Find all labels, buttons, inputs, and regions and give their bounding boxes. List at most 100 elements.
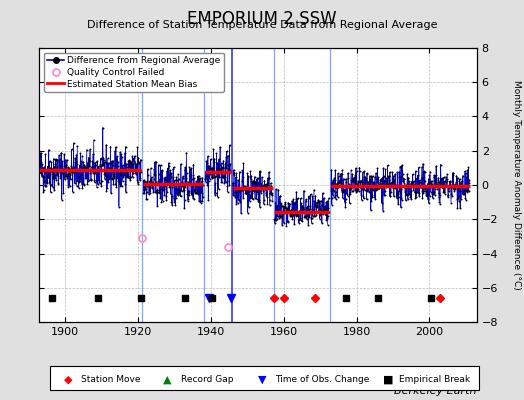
Point (299, 206, 308, 212)
Point (185, 192, 193, 198)
Point (287, 212, 295, 219)
Point (252, 179, 260, 185)
Point (141, 186, 150, 192)
Point (329, 180, 337, 187)
Point (348, 171, 356, 177)
Point (421, 184, 430, 191)
Point (283, 206, 291, 213)
Point (273, 202, 281, 209)
Point (160, 174, 168, 181)
Point (305, 214, 313, 220)
Point (204, 153, 212, 159)
Point (133, 166, 141, 172)
Point (92, 162, 100, 168)
Point (115, 203, 123, 210)
Point (239, 195, 247, 201)
Point (91, 179, 99, 186)
Point (95, 180, 104, 186)
Point (433, 185, 441, 192)
Point (332, 196, 340, 202)
Point (263, 194, 271, 200)
Point (106, 160, 115, 166)
Point (333, 180, 341, 187)
Point (74, 174, 82, 180)
Point (339, 188, 347, 195)
Point (381, 184, 390, 191)
Point (232, 200, 241, 207)
Point (102, 142, 111, 148)
Point (379, 208, 387, 214)
Point (122, 161, 130, 167)
Point (173, 182, 182, 188)
Point (76, 178, 84, 184)
Point (180, 184, 188, 190)
Point (140, 187, 148, 193)
Point (442, 178, 450, 185)
Point (416, 179, 424, 186)
Point (92, 168, 100, 174)
Point (314, 210, 323, 216)
Point (238, 178, 246, 184)
Point (126, 160, 134, 167)
Point (357, 185, 366, 191)
Point (278, 210, 287, 217)
Point (109, 181, 117, 187)
Point (241, 190, 249, 196)
Point (232, 170, 241, 176)
Point (323, 214, 331, 221)
Point (230, 180, 238, 186)
Point (299, 207, 307, 213)
Point (384, 183, 392, 190)
Point (37, 150, 45, 156)
Point (428, 178, 436, 184)
Point (201, 176, 210, 183)
Point (216, 166, 225, 172)
Point (222, 154, 231, 160)
Point (263, 200, 271, 207)
Point (81, 175, 90, 181)
Point (383, 181, 391, 188)
Point (47, 165, 56, 172)
Point (266, 190, 275, 197)
Point (67, 163, 75, 169)
Point (398, 174, 406, 180)
Point (155, 162, 163, 168)
Point (161, 174, 170, 180)
Point (250, 180, 258, 186)
Point (208, 174, 216, 181)
Point (276, 214, 284, 220)
Point (38, 161, 46, 168)
Point (207, 166, 215, 172)
Point (302, 196, 310, 202)
Point (378, 175, 386, 181)
Point (154, 186, 162, 193)
Point (281, 201, 290, 208)
Point (99, 162, 107, 168)
Point (382, 181, 390, 187)
Point (99, 124, 107, 131)
Point (451, 181, 460, 188)
Point (391, 171, 399, 177)
Point (81, 163, 90, 170)
Point (85, 176, 93, 183)
Point (322, 217, 331, 224)
Point (123, 164, 131, 170)
Point (414, 190, 423, 196)
Point (51, 156, 60, 162)
Point (82, 165, 90, 171)
Point (456, 187, 465, 194)
Point (424, 196, 432, 202)
Point (328, 202, 336, 208)
Point (416, 177, 424, 184)
Point (110, 174, 118, 181)
Point (413, 175, 421, 181)
Point (376, 183, 384, 189)
Point (432, 179, 441, 186)
Point (125, 175, 133, 181)
Point (148, 185, 156, 192)
Point (395, 174, 403, 180)
Point (150, 166, 158, 172)
Point (167, 174, 175, 180)
Point (92, 177, 101, 183)
Point (451, 185, 459, 192)
